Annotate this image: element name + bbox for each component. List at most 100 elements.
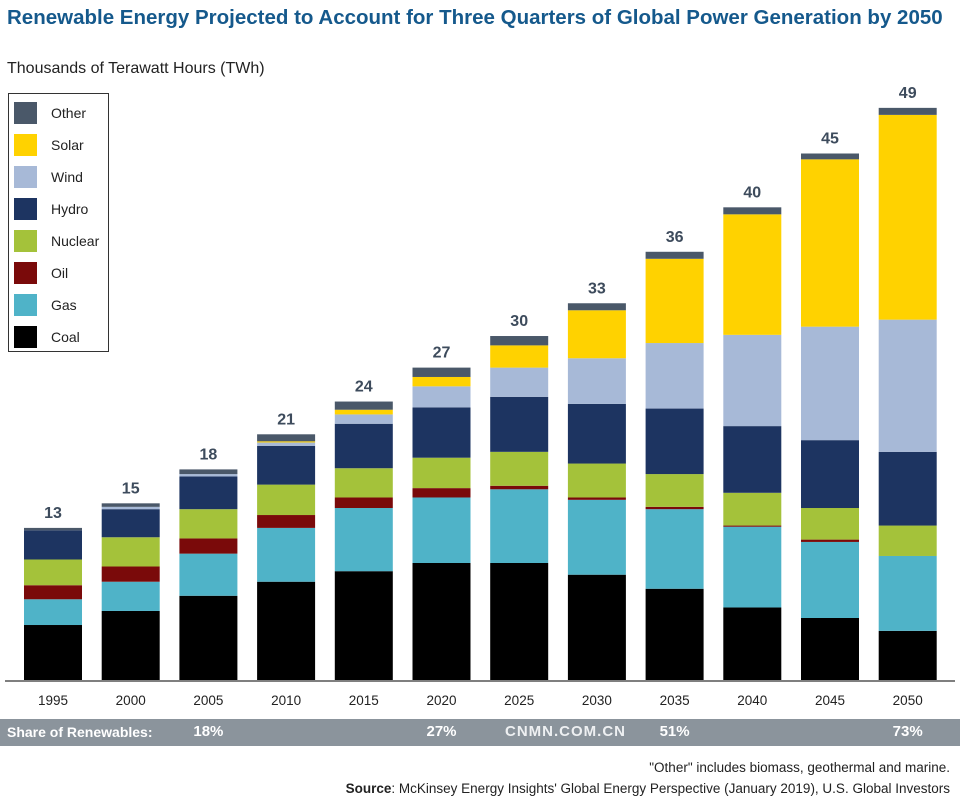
- bar-segment-other-2000: [101, 503, 160, 507]
- legend-item-nuclear: Nuclear: [14, 230, 99, 252]
- bar-segment-hydro-2020: [412, 407, 471, 458]
- share-value-2020: 27%: [426, 723, 457, 740]
- x-tick-label-2000: 2000: [116, 693, 146, 708]
- bar-segment-gas-2020: [412, 497, 471, 563]
- x-tick-label-2010: 2010: [271, 693, 301, 708]
- bar-segment-oil-2045: [801, 539, 859, 542]
- bar-segment-hydro-2030: [567, 403, 626, 464]
- legend-item-wind: Wind: [14, 166, 83, 188]
- share-value-2005: 18%: [193, 723, 224, 740]
- bar-segment-nuclear-2000: [101, 537, 160, 567]
- bar-segment-solar-2035: [645, 258, 704, 344]
- bar-segment-coal-2020: [412, 563, 471, 680]
- bar-segment-gas-2035: [645, 509, 704, 589]
- bar-segment-oil-2020: [412, 488, 471, 498]
- bar-segment-nuclear-2035: [645, 474, 704, 507]
- bar-segment-wind-2020: [412, 386, 471, 408]
- legend-item-oil: Oil: [14, 262, 68, 284]
- total-label-2050: 49: [899, 85, 917, 102]
- legend-swatch: [14, 102, 37, 124]
- bar-segment-solar-2040: [723, 214, 782, 335]
- legend: Other Solar Wind Hydro Nuclear Oil Gas Coal: [8, 93, 109, 352]
- legend-label: Other: [51, 105, 87, 121]
- bar-segment-solar-2025: [490, 345, 549, 368]
- bar-segment-hydro-2000: [101, 509, 160, 538]
- bar-segment-nuclear-2030: [567, 463, 626, 498]
- bar-segment-other-2025: [490, 336, 549, 346]
- x-tick-label-2005: 2005: [193, 693, 223, 708]
- bar-segment-gas-2040: [723, 526, 782, 608]
- share-value-2035: 51%: [659, 723, 690, 740]
- x-tick-label-2050: 2050: [893, 693, 923, 708]
- share-value-2050: 73%: [892, 723, 923, 740]
- bar-segment-wind-2040: [723, 334, 782, 427]
- x-tick-label-2015: 2015: [349, 693, 379, 708]
- legend-swatch: [14, 166, 37, 188]
- chart-title: Renewable Energy Projected to Account fo…: [7, 6, 943, 29]
- legend-item-hydro: Hydro: [14, 198, 88, 220]
- bar-segment-nuclear-2010: [257, 484, 316, 516]
- x-tick-label-2035: 2035: [660, 693, 690, 708]
- bar-segment-solar-2015: [334, 409, 393, 415]
- bar-segment-oil-2010: [257, 515, 316, 528]
- stacked-bar-chart: 13 1995 15 2000 18 2005 21 2010 24 2015 27 2020 30 20…: [5, 85, 955, 708]
- share-label: Share of Renewables:: [7, 724, 153, 740]
- bar-segment-oil-2005: [179, 538, 238, 554]
- bar-segment-wind-2015: [334, 414, 393, 424]
- bar-segment-wind-2050: [878, 319, 937, 452]
- bar-segment-wind-2035: [645, 343, 704, 409]
- bar-segment-other-2050: [878, 107, 937, 115]
- legend-label: Hydro: [51, 201, 89, 217]
- bar-segment-coal-2005: [179, 595, 238, 680]
- bar-segment-gas-2005: [179, 553, 238, 596]
- legend-swatch: [14, 134, 37, 156]
- legend-item-coal: Coal: [14, 326, 80, 348]
- total-label-2035: 36: [666, 229, 684, 246]
- legend-swatch: [14, 294, 37, 316]
- bar-segment-other-1995: [24, 527, 82, 531]
- bar-segment-hydro-2050: [878, 451, 937, 526]
- legend-item-gas: Gas: [14, 294, 77, 316]
- bar-segment-oil-2035: [645, 506, 704, 510]
- x-tick-label-2020: 2020: [426, 693, 456, 708]
- bar-segment-coal-2045: [801, 617, 859, 680]
- total-label-2020: 27: [433, 345, 451, 362]
- bar-segment-nuclear-1995: [24, 559, 82, 586]
- total-label-2010: 21: [277, 411, 295, 428]
- bar-segment-oil-2030: [567, 497, 626, 500]
- total-label-2045: 45: [821, 131, 839, 148]
- legend-swatch: [14, 230, 37, 252]
- bar-segment-other-2040: [723, 207, 782, 215]
- bar-segment-coal-1995: [24, 625, 82, 680]
- legend-swatch: [14, 326, 37, 348]
- bar-segment-oil-2015: [334, 497, 393, 509]
- bar-segment-wind-2000: [101, 506, 160, 510]
- bar-segment-hydro-2040: [723, 426, 782, 493]
- bar-segment-gas-2015: [334, 508, 393, 572]
- bar-segment-nuclear-2025: [490, 451, 549, 486]
- bar-segment-solar-2045: [801, 159, 859, 327]
- share-of-renewables-band: Share of Renewables: 18% 27% 51% 73%: [0, 719, 960, 746]
- bar-segment-wind-2005: [179, 474, 238, 477]
- bar-segment-gas-2030: [567, 499, 626, 575]
- legend-label: Coal: [51, 329, 80, 345]
- bar-segment-gas-1995: [24, 599, 82, 626]
- bar-segment-hydro-2045: [801, 440, 859, 509]
- legend-label: Oil: [51, 265, 69, 281]
- bar-segment-coal-2015: [334, 571, 393, 680]
- total-label-2030: 33: [588, 280, 606, 297]
- total-label-2025: 30: [510, 313, 528, 330]
- legend-item-solar: Solar: [14, 134, 84, 156]
- legend-label: Gas: [51, 297, 77, 313]
- bar-segment-other-2010: [257, 434, 316, 442]
- bar-segment-other-2045: [801, 153, 859, 160]
- bar-segment-solar-2020: [412, 376, 471, 387]
- bar-segment-solar-2010: [257, 441, 316, 443]
- legend-swatch: [14, 262, 37, 284]
- bar-segment-nuclear-2005: [179, 509, 238, 539]
- bar-segment-nuclear-2040: [723, 492, 782, 526]
- source-text: : McKinsey Energy Insights' Global Energ…: [391, 781, 950, 796]
- bar-segment-coal-2000: [101, 610, 160, 680]
- bar-segment-oil-2040: [723, 525, 782, 527]
